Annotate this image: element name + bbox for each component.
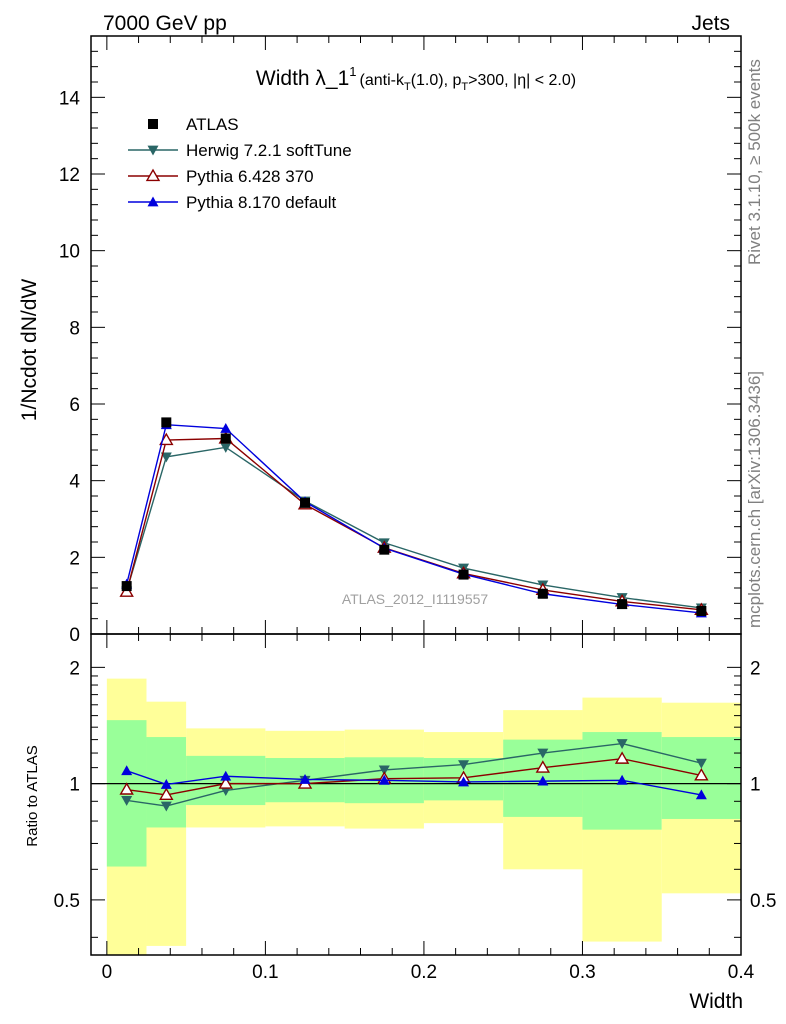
- ratio-y-axis-title: Ratio to ATLAS: [24, 745, 41, 846]
- series-pythia-6-428-370: [119, 431, 709, 615]
- header-process-label: Jets: [691, 12, 730, 35]
- title-main-sup: 1: [349, 64, 356, 79]
- series-line-pythia-6-428-370: [125, 437, 702, 611]
- main-axis-ticks: 0 2 4 6 8 10 12 14: [59, 35, 742, 646]
- uncertainty-bands: [106, 678, 741, 955]
- ratio-y-tick-label-right: 2: [750, 658, 761, 679]
- legend-marker: [148, 119, 158, 129]
- data-point-atlas: [300, 497, 311, 508]
- ratio-y-tick-label-right: 0.5: [750, 891, 776, 912]
- x-tick-label: 0.2: [411, 962, 437, 983]
- ratio-point-pythia-6-428-370: [159, 787, 174, 800]
- legend-marker: [147, 196, 159, 207]
- ratio-y-tick-label-left: 2: [69, 658, 80, 679]
- series-atlas: [121, 417, 707, 616]
- ratio-point-herwig-7-2-1-softtune: [121, 795, 133, 806]
- data-point-pythia-8-170-default: [220, 423, 232, 433]
- data-point-atlas: [696, 606, 707, 616]
- ratio-point-herwig-7-2-1-softtune: [378, 765, 390, 776]
- header-energy-label: 7000 GeV pp: [103, 12, 227, 35]
- data-point-atlas: [617, 599, 628, 610]
- x-tick-label: 0.4: [728, 962, 755, 983]
- ratio-y-tick-label-right: 1: [750, 775, 761, 796]
- ratio-point-pythia-8-170-default: [220, 770, 232, 781]
- data-point-atlas: [379, 544, 390, 555]
- legend: ATLAS Herwig 7.2.1 softTune Pythia 6.428 3…: [128, 115, 352, 212]
- data-point-atlas: [458, 569, 469, 580]
- legend-marker: [147, 145, 159, 156]
- data-point-atlas: [537, 588, 548, 599]
- ratio-point-pythia-8-170-default: [616, 774, 628, 785]
- ratio-point-pythia-8-170-default: [299, 773, 311, 784]
- main-y-axis-title: 1/Ncdot dN/dW: [18, 279, 41, 422]
- ratio-point-pythia-8-170-default: [160, 778, 172, 789]
- legend-label: Pythia 8.170 default: [186, 193, 337, 212]
- ratio-panel: 0.5 0.5 1 1 2 2 0 0.1 0.2 0.3 0.4: [54, 633, 776, 983]
- title-sub-a-sub: T: [404, 81, 411, 93]
- x-axis-title: Width: [689, 990, 743, 1013]
- ratio-y-tick-label-left: 1: [69, 775, 80, 796]
- ratio-point-herwig-7-2-1-softtune: [458, 760, 470, 771]
- title-sub-b-sub: T: [461, 81, 468, 93]
- main-y-tick-label: 10: [59, 242, 80, 263]
- analysis-watermark: ATLAS_2012_I1119557: [342, 591, 489, 607]
- legend-item-pythia-6-428-370: Pythia 6.428 370: [128, 167, 314, 186]
- ratio-point-herwig-7-2-1-softtune: [616, 739, 628, 750]
- main-y-tick-label: 6: [69, 395, 80, 416]
- series-line-pythia-8-170-default: [125, 423, 702, 614]
- ratio-point-herwig-7-2-1-softtune: [537, 748, 549, 759]
- ratio-point-herwig-7-2-1-softtune: [160, 801, 172, 812]
- plot-title: Width λ_11(anti-kT(1.0), pT>300, |η| < 2…: [256, 64, 576, 93]
- legend-label: ATLAS: [186, 115, 239, 134]
- main-y-tick-label: 4: [69, 472, 80, 493]
- ratio-point-pythia-8-170-default: [537, 775, 549, 786]
- legend-label: Herwig 7.2.1 softTune: [186, 141, 352, 160]
- data-point-atlas: [220, 433, 231, 444]
- x-tick-label: 0.1: [252, 962, 278, 983]
- ratio-point-pythia-8-170-default: [695, 789, 707, 800]
- ratio-point-herwig-7-2-1-softtune: [695, 758, 707, 769]
- ratio-point-pythia-6-428-370: [119, 782, 134, 795]
- main-y-tick-label: 0: [69, 625, 80, 646]
- series-pythia-8-170-default: [121, 419, 707, 618]
- ratio-point-pythia-6-428-370: [535, 760, 551, 773]
- ratio-y-tick-label-left: 0.5: [54, 891, 80, 912]
- x-tick-label: 0: [102, 962, 113, 983]
- ratio-point-pythia-6-428-370: [614, 751, 630, 764]
- ratio-frame: [90, 633, 742, 956]
- ratio-point-pythia-8-170-default: [458, 776, 470, 787]
- title-sub-c: >300, |η| < 2.0): [468, 72, 576, 89]
- data-point-atlas: [121, 581, 132, 592]
- series-line-herwig-7-2-1-softtune: [125, 446, 702, 609]
- legend-item-atlas: ATLAS: [148, 115, 239, 134]
- title-main: Width λ_1: [256, 67, 349, 90]
- legend-label: Pythia 6.428 370: [186, 167, 314, 186]
- main-y-tick-label: 12: [59, 165, 80, 186]
- series-herwig-7-2-1-softtune: [121, 442, 707, 614]
- main-y-tick-label: 8: [69, 318, 80, 339]
- ratio-series-pythia-8-170-default: [121, 765, 707, 800]
- ratio-point-pythia-6-428-370: [218, 776, 233, 789]
- data-point-herwig-7-2-1-softtune: [220, 442, 232, 453]
- ratio-point-pythia-6-428-370: [694, 768, 709, 781]
- data-point-herwig-7-2-1-softtune: [160, 452, 172, 463]
- ratio-point-pythia-8-170-default: [378, 774, 390, 785]
- legend-item-pythia-8-170-default: Pythia 8.170 default: [128, 193, 337, 212]
- legend-item-herwig-7-2-1-softtune: Herwig 7.2.1 softTune: [128, 141, 352, 160]
- ratio-point-pythia-8-170-default: [121, 765, 133, 776]
- main-y-tick-label: 14: [59, 88, 81, 109]
- title-sub-a: (anti-k: [360, 72, 405, 89]
- mcplots-label: mcplots.cern.ch [arXiv:1306.3436]: [745, 371, 764, 628]
- main-panel: 0 2 4 6 8 10 12 14 ATLAS_2012_I1119557 ATLAS Her…: [59, 35, 742, 646]
- rivet-version-label: Rivet 3.1.10, ≥ 500k events: [745, 59, 764, 265]
- ratio-series-group: [119, 739, 709, 812]
- ratio-axis-ticks: 0.5 0.5 1 1 2 2 0 0.1 0.2 0.3 0.4: [54, 634, 776, 983]
- x-tick-label: 0.3: [569, 962, 595, 983]
- legend-marker: [145, 168, 161, 182]
- title-sub-b: (1.0), p: [411, 72, 462, 89]
- main-series-group: [119, 417, 709, 618]
- main-y-tick-label: 2: [69, 548, 80, 569]
- data-point-atlas: [161, 417, 172, 428]
